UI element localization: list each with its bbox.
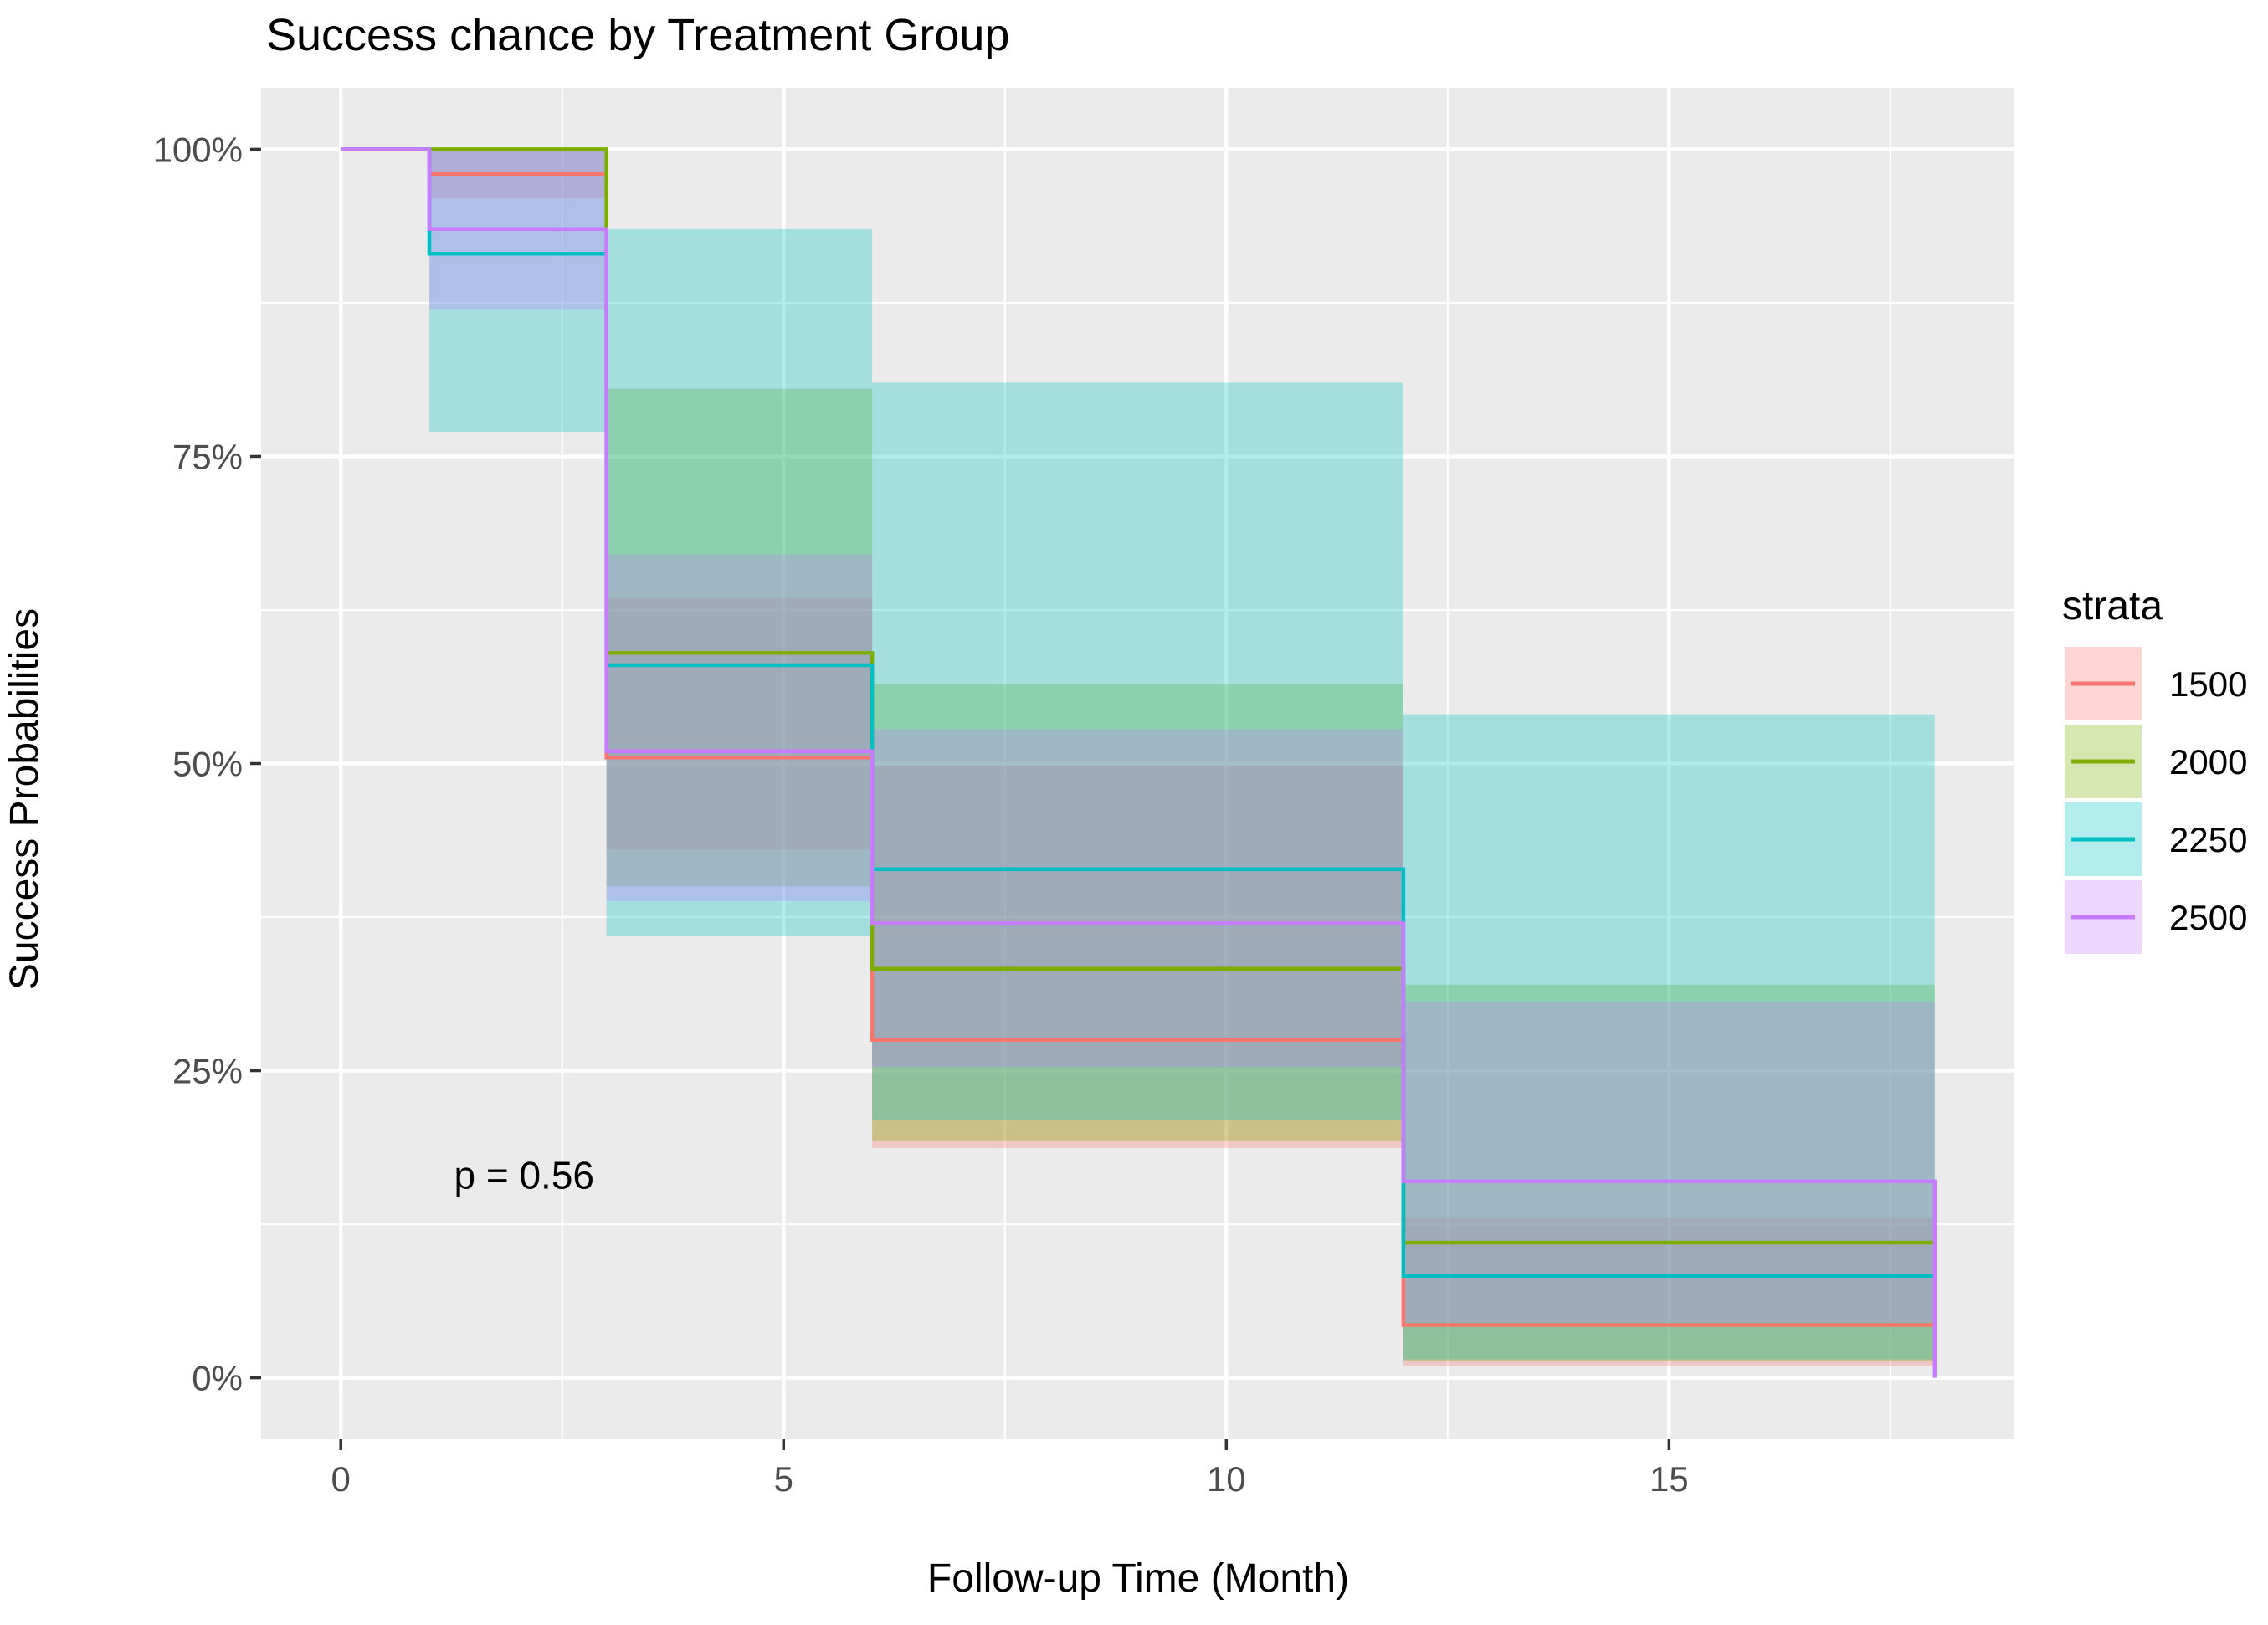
ci-ribbon-2250	[1403, 714, 1935, 1360]
legend-label-2250: 2250	[2169, 820, 2247, 859]
legend-label-2500: 2500	[2169, 898, 2247, 937]
chart-title: Success chance by Treatment Group	[266, 10, 1009, 60]
y-axis-title: Success Probabilities	[3, 608, 47, 990]
ci-ribbon-2250	[429, 149, 607, 433]
ci-ribbon-2250	[872, 382, 1403, 1120]
y-tick-label-75%: 75%	[172, 437, 243, 476]
ci-ribbon-2250	[606, 228, 873, 936]
ci-ribbon-1500	[872, 766, 1403, 1149]
axis-tick-labels: 0% 25% 50% 75% 100% 0 5 10 15	[153, 130, 1689, 1499]
x-tick-label-5: 5	[774, 1459, 793, 1499]
x-axis-title: Follow-up Time (Month)	[927, 1556, 1349, 1601]
ci-ribbon-1500	[606, 597, 873, 850]
y-tick-label-50%: 50%	[172, 745, 243, 784]
confidence-ribbons	[429, 149, 1935, 1366]
x-tick-label-0: 0	[331, 1459, 351, 1499]
ci-ribbon-2500	[606, 554, 873, 901]
survival-curves	[341, 147, 1937, 1378]
legend-label-2000: 2000	[2169, 742, 2247, 782]
y-tick-label-100%: 100%	[153, 130, 243, 169]
ci-ribbon-2500	[872, 729, 1403, 1068]
y-tick-label-25%: 25%	[172, 1052, 243, 1091]
legend-label-1500: 1500	[2169, 664, 2247, 704]
p-value-annotation: p = 0.56	[454, 1153, 594, 1197]
legend-title: strata	[2062, 584, 2163, 628]
axis-ticks	[250, 147, 1671, 1450]
y-tick-label-0%: 0%	[192, 1359, 243, 1398]
ci-ribbon-2000	[606, 388, 873, 887]
ci-ribbon-2000	[872, 684, 1403, 1141]
x-tick-label-15: 15	[1650, 1459, 1689, 1499]
legend: 1500 2000 2250 2500	[2065, 647, 2247, 954]
survival-curve-2500	[341, 147, 1937, 1378]
ci-ribbon-2000	[1403, 984, 1935, 1361]
major-gridlines	[261, 88, 2014, 1439]
x-tick-label-10: 10	[1207, 1459, 1246, 1499]
ci-ribbon-2500	[1403, 1002, 1935, 1323]
